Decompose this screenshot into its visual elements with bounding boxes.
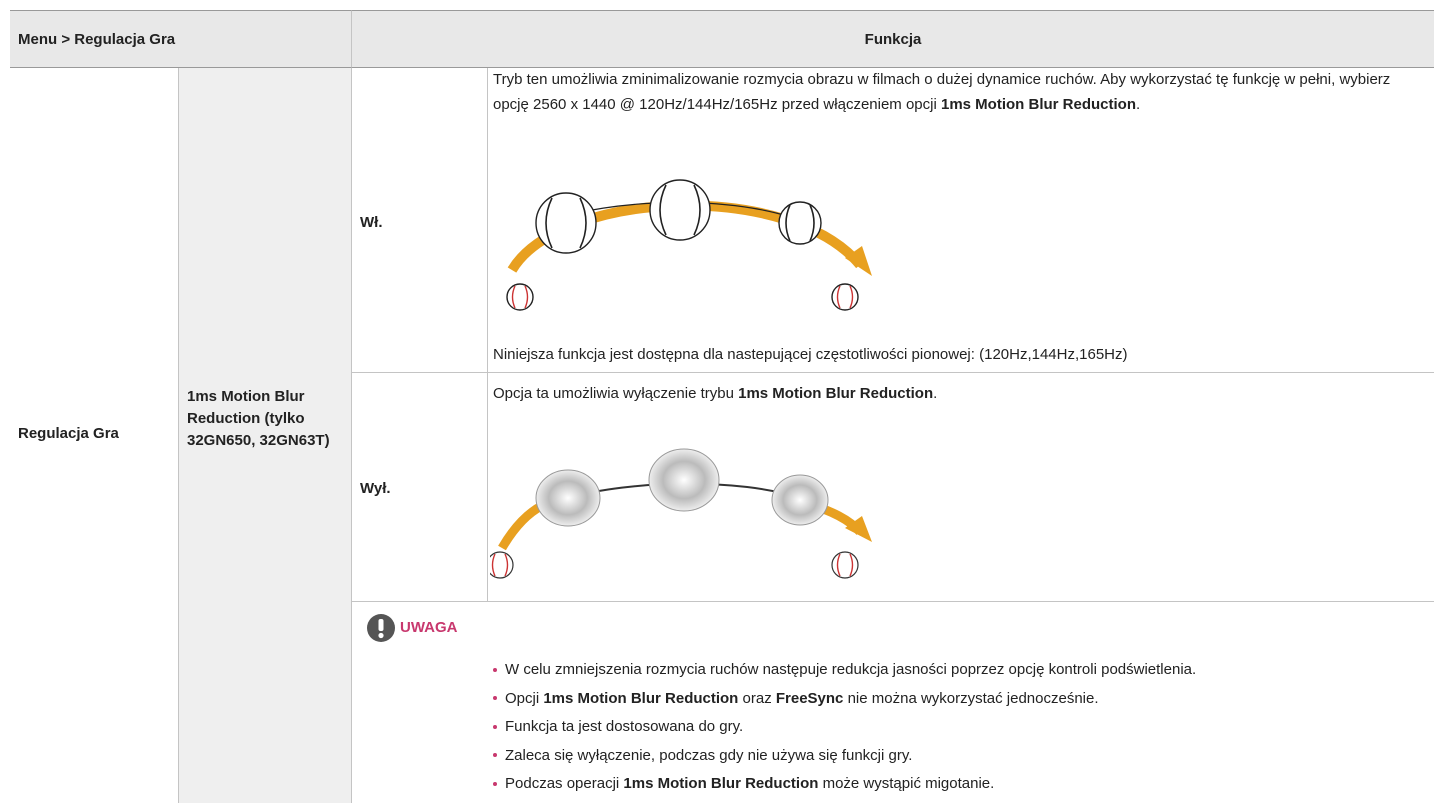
note-text: Funkcja ta jest dostosowana do gry. [505,718,743,735]
note-text: W celu zmniejszenia rozmycia ruchów nast… [505,661,1196,678]
text-run: Opcji [505,689,544,707]
header-menu-text: Menu > Regulacja Gra [18,30,176,48]
note-item: W celu zmniejszenia rozmycia ruchów nast… [493,661,1196,678]
text-run: oraz [738,689,776,707]
note-text: Opcji 1ms Motion Blur Reduction oraz Fre… [505,690,1099,707]
bullet [493,753,497,757]
text-run: Podczas operacji [505,775,624,792]
text-run: Opcja ta umożliwia wyłączenie trybu [493,385,739,402]
note-item: Podczas operacji 1ms Motion Blur Reducti… [493,775,994,792]
header-function: Funkcja [351,10,1434,68]
arrowhead [845,246,872,276]
divider [351,372,1434,373]
note-item: Funkcja ta jest dostosowana do gry. [493,718,743,735]
bullet [493,781,497,786]
text-run: 1ms Motion Blur Reduction [738,385,934,402]
note-item: Zaleca się wyłączenie, podczas gdy nie u… [493,747,912,764]
blurred-balls [535,448,829,527]
divider [178,68,179,803]
illustration-on [506,179,872,311]
feature-label: 1ms Motion Blur Reduction (tylko 32GN650… [187,388,330,449]
feature-column [178,68,351,803]
seams-red [511,285,854,309]
off-description: Opcja ta umożliwia wyłączenie trybu 1ms … [493,381,1418,406]
bullet [493,667,497,672]
text-run: nie można wykorzystać jednocześnie. [843,689,1099,707]
note-title: UWAGA [400,619,458,636]
text-run: W celu zmniejszenia rozmycia ruchów nast… [505,661,1197,678]
header-function-text: Funkcja [864,30,922,48]
balls [506,179,859,311]
illustration-off [490,448,872,579]
divider [351,68,352,803]
divider [351,601,1434,602]
section-label: Regulacja Gra [18,425,119,442]
text-run: Funkcja ta jest dostosowana do gry. [505,718,744,735]
text-run: . [1135,96,1141,113]
note-text: Podczas operacji 1ms Motion Blur Reducti… [505,775,994,792]
on-availability: Niniejsza funkcja jest dostępna dla nast… [493,346,1128,363]
divider [487,68,488,601]
off-label: Wył. [360,480,391,497]
bullet [493,696,497,700]
on-label: Wł. [360,214,383,231]
note-item: Opcji 1ms Motion Blur Reduction oraz Fre… [493,690,1099,707]
text-run: 1ms Motion Blur Reduction [623,775,819,792]
arrowhead [845,516,872,542]
text-run: FreeSync [775,689,844,707]
on-description: Tryb ten umożliwia zminimalizowanie rozm… [493,67,1418,117]
text-run: 1ms Motion Blur Reduction [543,689,739,707]
note-icon [367,614,395,642]
text-run: 1ms Motion Blur Reduction [940,96,1136,113]
text-run: Zaleca się wyłączenie, podczas gdy nie u… [505,746,913,764]
balls [490,551,859,579]
text-run: może wystąpić migotanie. [818,775,995,792]
bullet [493,724,497,729]
seams-red [491,553,854,577]
header-menu: Menu > Regulacja Gra [10,10,351,68]
text-run: Tryb ten umożliwia zminimalizowanie rozm… [493,71,1391,113]
seams [545,184,815,249]
text-run: . [933,385,938,402]
note-text: Zaleca się wyłączenie, podczas gdy nie u… [505,747,912,764]
